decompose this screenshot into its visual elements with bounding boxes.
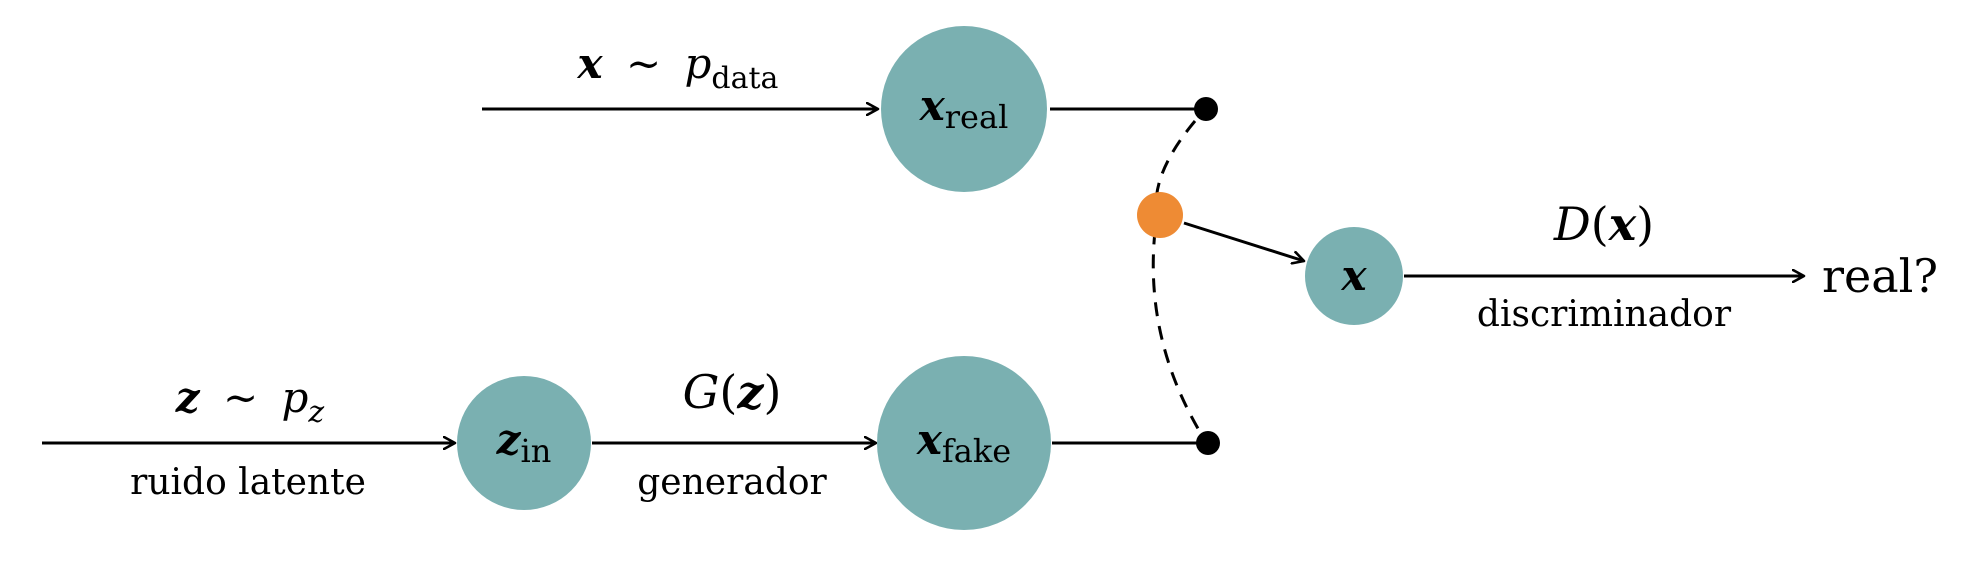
- discriminator-function-label: D(x): [1553, 197, 1654, 251]
- node-x-label: x: [1340, 251, 1367, 300]
- switch-to-x-arrow: [1184, 223, 1304, 261]
- generator-function-label: G(z): [683, 365, 782, 419]
- switch-terminal-bottom: [1196, 431, 1220, 455]
- noise-distribution-label: z ~ pz: [175, 373, 325, 430]
- switch-terminal-top: [1194, 97, 1218, 121]
- data-distribution-label: x ~ pdata: [577, 39, 779, 96]
- switch-selector: [1137, 192, 1183, 238]
- discriminator-caption: discriminador: [1477, 294, 1732, 335]
- noise-caption: ruido latente: [130, 462, 366, 503]
- output-label: real?: [1822, 249, 1938, 303]
- generator-caption: generador: [637, 462, 827, 503]
- switch-arc-dashed: [1153, 121, 1200, 432]
